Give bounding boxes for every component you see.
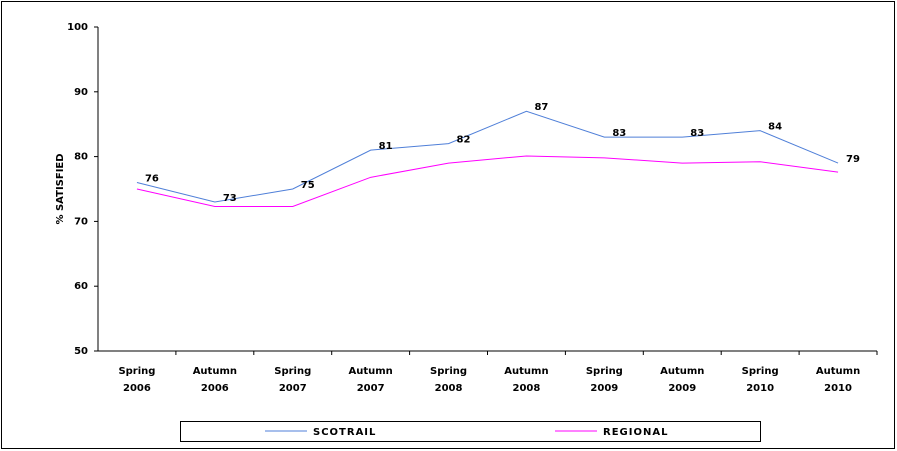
- x-tick-label: Spring 2006: [118, 366, 155, 394]
- data-label: 81: [379, 141, 393, 152]
- data-label: 84: [768, 122, 782, 133]
- series-line: [136, 110, 839, 203]
- x-tick-label: Autumn 2007: [349, 366, 393, 394]
- series-line: [136, 155, 839, 207]
- legend-box: [180, 421, 761, 442]
- y-tick-label: 80: [74, 152, 88, 163]
- x-tick-label: Autumn 2009: [660, 366, 704, 394]
- data-label: 82: [457, 135, 471, 146]
- x-tick-label: Autumn 2008: [504, 366, 548, 394]
- y-axis-title: % SATISFIED: [55, 153, 66, 224]
- y-tick-label: 100: [67, 22, 88, 33]
- x-tick-label: Spring 2009: [586, 366, 623, 394]
- y-tick-label: 50: [74, 346, 88, 357]
- y-tick-label: 90: [74, 87, 88, 98]
- data-label: 87: [534, 102, 548, 113]
- data-label: 83: [690, 128, 704, 139]
- data-label: 73: [223, 193, 237, 204]
- x-tick-label: Spring 2008: [430, 366, 467, 394]
- y-tick-label: 60: [74, 281, 88, 292]
- data-label: 83: [612, 128, 626, 139]
- legend-label: SCOTRAIL: [313, 427, 376, 438]
- y-tick-label: 70: [74, 216, 88, 227]
- legend-label: REGIONAL: [603, 427, 668, 438]
- x-tick-label: Autumn 2006: [193, 366, 237, 394]
- data-label: 76: [145, 174, 159, 185]
- data-label: 75: [301, 180, 315, 191]
- x-tick-label: Spring 2010: [742, 366, 779, 394]
- x-tick-label: Spring 2007: [274, 366, 311, 394]
- x-tick-label: Autumn 2010: [816, 366, 860, 394]
- data-label: 79: [846, 154, 860, 165]
